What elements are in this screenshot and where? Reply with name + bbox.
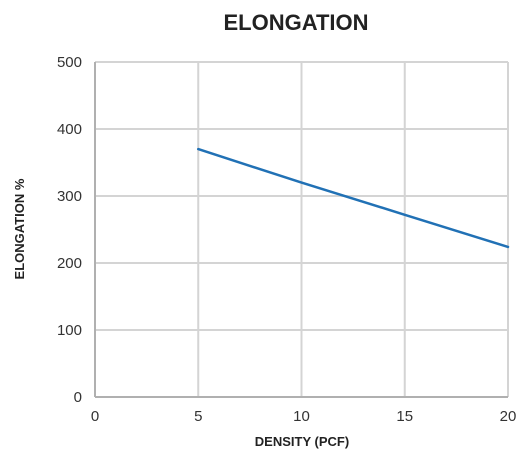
- x-tick-label: 20: [500, 408, 517, 425]
- y-tick-label: 0: [74, 389, 82, 406]
- grid: [95, 61, 509, 397]
- y-tick-labels: 0 100 200 300 400 500: [57, 54, 82, 406]
- y-axis-title: ELONGATION %: [12, 178, 27, 279]
- y-tick-label: 500: [57, 54, 82, 71]
- series-layer: [197, 147, 510, 249]
- y-tick-label: 400: [57, 121, 82, 138]
- x-tick-label: 0: [91, 408, 99, 425]
- series-line-0: [197, 147, 510, 249]
- x-tick-label: 15: [396, 408, 413, 425]
- x-tick-label: 5: [194, 408, 202, 425]
- x-tick-labels: 0 5 10 15 20: [91, 408, 517, 425]
- axes: [94, 62, 508, 398]
- y-tick-label: 100: [57, 322, 82, 339]
- y-tick-label: 200: [57, 255, 82, 272]
- y-tick-label: 300: [57, 188, 82, 205]
- x-tick-label: 10: [293, 408, 310, 425]
- x-axis-title: DENSITY (PCF): [255, 434, 349, 449]
- chart-title: ELONGATION: [223, 10, 368, 35]
